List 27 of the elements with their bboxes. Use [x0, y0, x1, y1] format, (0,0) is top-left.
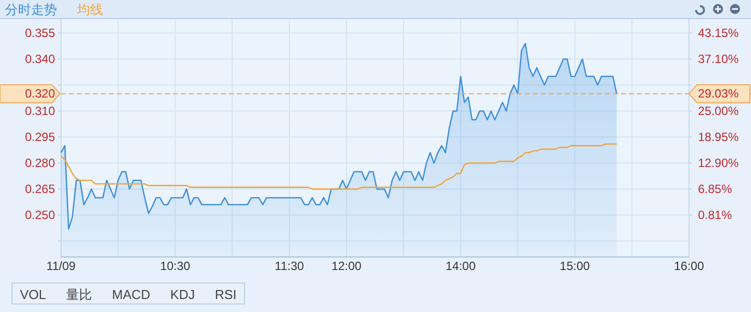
ref-line-label: 0.320: [24, 86, 56, 101]
y-tick-label: 0.265: [24, 182, 56, 196]
annotation: 29.03%: [698, 86, 740, 101]
text: 均线: [76, 2, 103, 17]
line-series: [60, 143, 618, 190]
x-tick-label: 10:30: [160, 259, 191, 273]
x-tick-label: 15:00: [560, 259, 590, 273]
y-tick-label: 0.295: [24, 130, 56, 144]
y2-tick-label: 43.15%: [698, 26, 740, 40]
x-tick-label: 14:00: [446, 259, 476, 273]
y2-tick-label: 37.10%: [698, 52, 740, 66]
x-tick-label: 11:30: [274, 259, 304, 273]
y2-tick-label: 6.85%: [698, 182, 732, 196]
y-tick-label: 0.355: [24, 26, 56, 40]
y-tick-label: 0.340: [24, 52, 56, 66]
text: 分时走势: [5, 2, 57, 17]
y2-tick-label: 18.95%: [698, 130, 740, 144]
y-tick-label: 0.310: [24, 104, 56, 118]
x-tick-label: 11/09: [46, 259, 76, 273]
annotations: VOL 量比 MACD KDJ RSI: [20, 287, 237, 302]
y-tick-label: 0.280: [24, 156, 56, 170]
y-tick-label: 0.250: [24, 208, 56, 222]
y2-tick-label: 0.81%: [698, 208, 732, 222]
x-tick-label: 12:00: [331, 259, 362, 273]
y2-tick-label: 12.90%: [698, 156, 740, 170]
y2-tick-label: 25.00%: [698, 104, 740, 118]
x-tick-label: 16:00: [674, 259, 704, 273]
